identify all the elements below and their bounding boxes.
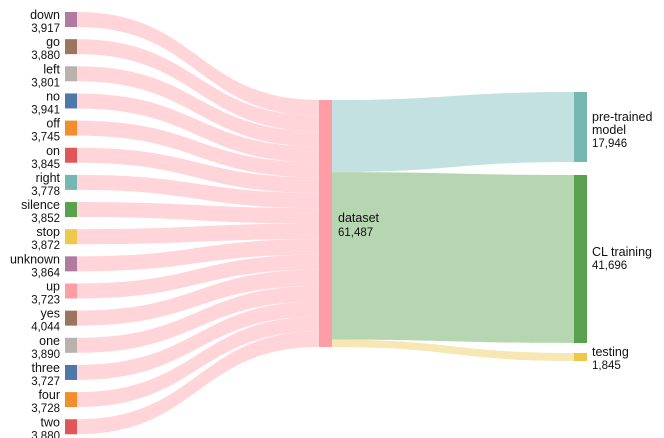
source-value-unknown: 3,864 [31, 267, 60, 279]
node-pre-trained-model [574, 92, 587, 162]
source-value-three: 3,727 [31, 376, 60, 388]
source-value-stop: 3,872 [31, 240, 60, 252]
target-value-pre-trained-model: 17,946 [592, 138, 627, 150]
link-silence-to-dataset [77, 202, 319, 224]
link-left-to-dataset [77, 66, 319, 147]
target-value-CL-training: 41,696 [592, 260, 627, 272]
hub-value: 61,487 [338, 227, 373, 239]
nodes [65, 12, 587, 435]
node-silence [65, 202, 77, 218]
source-value-two: 3,880 [31, 430, 60, 438]
source-label-stop: stop [36, 225, 60, 239]
source-label-three: three [32, 361, 61, 375]
hub-label: dataset [338, 211, 380, 225]
source-value-on: 3,845 [31, 159, 60, 171]
link-down-to-dataset [77, 12, 319, 116]
target-label-testing-0: testing [592, 345, 629, 359]
link-four-to-dataset [77, 316, 319, 408]
source-value-four: 3,728 [31, 403, 60, 415]
target-label-CL-training-0: CL training [592, 245, 652, 259]
source-label-unknown: unknown [10, 252, 60, 266]
source-label-no: no [46, 89, 60, 103]
source-label-yes: yes [41, 307, 60, 321]
target-label-pre-trained-model-0: pre-trained [592, 110, 652, 124]
node-one [65, 337, 77, 353]
source-value-yes: 4,044 [31, 322, 60, 334]
link-dataset-to-pre-trained-model [332, 92, 574, 173]
node-off [65, 120, 77, 136]
source-label-down: down [30, 8, 60, 22]
node-four [65, 392, 77, 408]
source-value-right: 3,778 [31, 186, 60, 198]
link-one-to-dataset [77, 285, 319, 353]
labels: down3,917go3,880left3,801no3,941off3,745… [10, 8, 653, 438]
link-no-to-dataset [77, 93, 319, 163]
source-label-four: four [38, 388, 60, 402]
source-value-silence: 3,852 [31, 213, 60, 225]
source-label-one: one [39, 334, 60, 348]
link-go-to-dataset [77, 39, 319, 132]
source-label-two: two [41, 415, 61, 429]
link-dataset-to-testing [332, 339, 574, 361]
link-unknown-to-dataset [77, 239, 319, 272]
source-label-up: up [46, 280, 60, 294]
link-yes-to-dataset [77, 269, 319, 326]
source-value-one: 3,890 [31, 349, 60, 361]
node-CL-training [574, 175, 587, 343]
node-two [65, 419, 77, 435]
node-unknown [65, 256, 77, 272]
link-up-to-dataset [77, 254, 319, 299]
node-on [65, 147, 77, 163]
source-links [77, 12, 319, 435]
link-off-to-dataset [77, 120, 319, 178]
source-value-left: 3,801 [31, 77, 60, 89]
node-no [65, 93, 77, 109]
node-up [65, 283, 77, 299]
node-dataset [319, 100, 332, 347]
node-right [65, 174, 77, 190]
source-label-go: go [46, 35, 60, 49]
source-label-silence: silence [21, 198, 60, 212]
link-dataset-to-CL-training [332, 172, 574, 343]
target-value-testing: 1,845 [592, 360, 621, 372]
link-stop-to-dataset [77, 223, 319, 245]
source-value-up: 3,723 [31, 295, 60, 307]
link-two-to-dataset [77, 331, 319, 435]
source-value-down: 3,917 [31, 23, 60, 35]
link-on-to-dataset [77, 147, 319, 193]
node-testing [574, 353, 587, 361]
source-label-right: right [36, 171, 61, 185]
link-three-to-dataset [77, 301, 319, 380]
node-stop [65, 229, 77, 245]
target-label-pre-trained-model-1: model [592, 123, 626, 137]
node-three [65, 364, 77, 380]
node-yes [65, 310, 77, 326]
source-value-off: 3,745 [31, 132, 60, 144]
node-down [65, 12, 77, 27]
source-value-no: 3,941 [31, 104, 60, 116]
source-label-on: on [46, 144, 60, 158]
target-links [332, 92, 574, 361]
source-value-go: 3,880 [31, 50, 60, 62]
link-right-to-dataset [77, 174, 319, 209]
node-go [65, 39, 77, 55]
node-left [65, 66, 77, 82]
source-label-left: left [43, 62, 60, 76]
source-label-off: off [46, 117, 60, 131]
